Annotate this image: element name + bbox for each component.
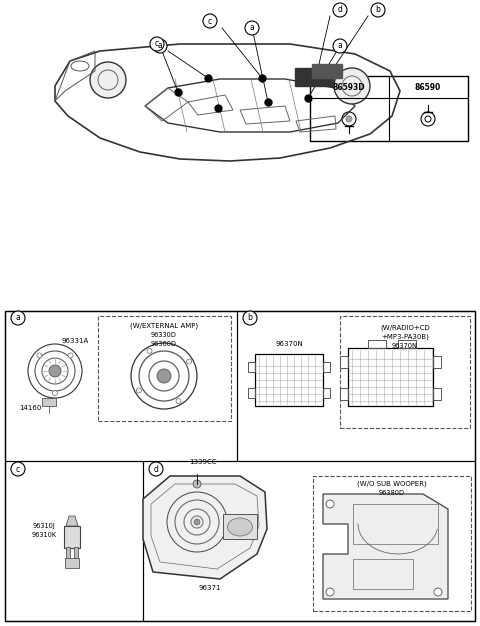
Bar: [5, 311, 475, 621]
Bar: [312, 64, 342, 78]
Circle shape: [187, 359, 192, 364]
Bar: [42, 398, 56, 406]
Bar: [313, 476, 471, 611]
Bar: [143, 461, 475, 621]
Circle shape: [194, 519, 200, 525]
Polygon shape: [143, 476, 267, 579]
Text: d: d: [337, 6, 342, 14]
Bar: [5, 311, 237, 461]
Bar: [310, 76, 468, 141]
Bar: [353, 559, 413, 589]
Circle shape: [11, 462, 25, 476]
Circle shape: [49, 365, 61, 377]
Bar: [255, 354, 323, 406]
Text: 96310J: 96310J: [33, 523, 55, 529]
Text: 96370N: 96370N: [275, 341, 303, 347]
Bar: [74, 547, 78, 558]
Circle shape: [176, 399, 181, 404]
Circle shape: [147, 349, 152, 354]
Circle shape: [334, 68, 370, 104]
Text: 96380D: 96380D: [379, 490, 405, 496]
Text: 14160: 14160: [19, 405, 41, 411]
Circle shape: [153, 39, 167, 53]
Text: a: a: [250, 24, 254, 33]
Text: 96330D: 96330D: [151, 332, 177, 338]
Circle shape: [193, 480, 201, 488]
Text: (W/EXTERNAL AMP): (W/EXTERNAL AMP): [130, 323, 198, 329]
Text: 1339CC: 1339CC: [189, 459, 217, 465]
Text: b: b: [248, 314, 252, 322]
Polygon shape: [66, 516, 78, 526]
Circle shape: [90, 62, 126, 98]
Text: 86590: 86590: [415, 83, 441, 91]
Circle shape: [371, 3, 385, 17]
Polygon shape: [323, 494, 448, 599]
Bar: [348, 348, 433, 406]
Bar: [237, 311, 475, 461]
Bar: [323, 388, 330, 398]
Text: c: c: [16, 464, 20, 473]
Circle shape: [326, 588, 334, 596]
Text: 96360D: 96360D: [151, 341, 177, 347]
Circle shape: [245, 21, 259, 35]
Ellipse shape: [228, 518, 252, 536]
Circle shape: [434, 588, 442, 596]
Text: 96370N: 96370N: [392, 343, 418, 349]
Circle shape: [326, 500, 334, 508]
Bar: [295, 68, 333, 86]
Text: (W/RADIO+CD: (W/RADIO+CD: [380, 325, 430, 331]
Text: (W/O SUB WOOPER): (W/O SUB WOOPER): [357, 481, 427, 487]
Text: 96371: 96371: [199, 585, 221, 591]
Circle shape: [333, 3, 347, 17]
Bar: [433, 356, 441, 368]
Text: c: c: [208, 16, 212, 26]
Text: 86593D: 86593D: [333, 83, 365, 91]
Circle shape: [157, 369, 171, 383]
Bar: [66, 547, 70, 558]
Text: d: d: [154, 464, 158, 473]
Circle shape: [68, 353, 73, 358]
Text: +MP3-PA30B): +MP3-PA30B): [381, 334, 429, 341]
Circle shape: [136, 388, 142, 393]
Bar: [65, 558, 79, 568]
Circle shape: [52, 391, 58, 396]
Text: 96331A: 96331A: [61, 338, 89, 344]
Text: a: a: [337, 41, 342, 51]
Bar: [398, 340, 416, 348]
Text: 96310K: 96310K: [31, 532, 57, 538]
Polygon shape: [223, 514, 257, 539]
Circle shape: [346, 116, 352, 122]
Bar: [248, 362, 255, 372]
Circle shape: [37, 353, 42, 358]
Bar: [323, 362, 330, 372]
Text: a: a: [16, 314, 20, 322]
Bar: [64, 526, 80, 548]
Bar: [5, 461, 143, 621]
Bar: [340, 316, 470, 428]
Text: c: c: [155, 39, 159, 48]
Circle shape: [203, 14, 217, 28]
Circle shape: [333, 39, 347, 53]
Bar: [433, 388, 441, 400]
Text: b: b: [375, 6, 381, 14]
Bar: [368, 340, 386, 348]
Bar: [98, 316, 231, 421]
Bar: [340, 388, 348, 400]
Circle shape: [149, 462, 163, 476]
Circle shape: [150, 37, 164, 51]
Text: a: a: [157, 41, 162, 51]
Circle shape: [11, 311, 25, 325]
Bar: [353, 504, 438, 544]
Circle shape: [243, 311, 257, 325]
Bar: [340, 356, 348, 368]
Bar: [248, 388, 255, 398]
